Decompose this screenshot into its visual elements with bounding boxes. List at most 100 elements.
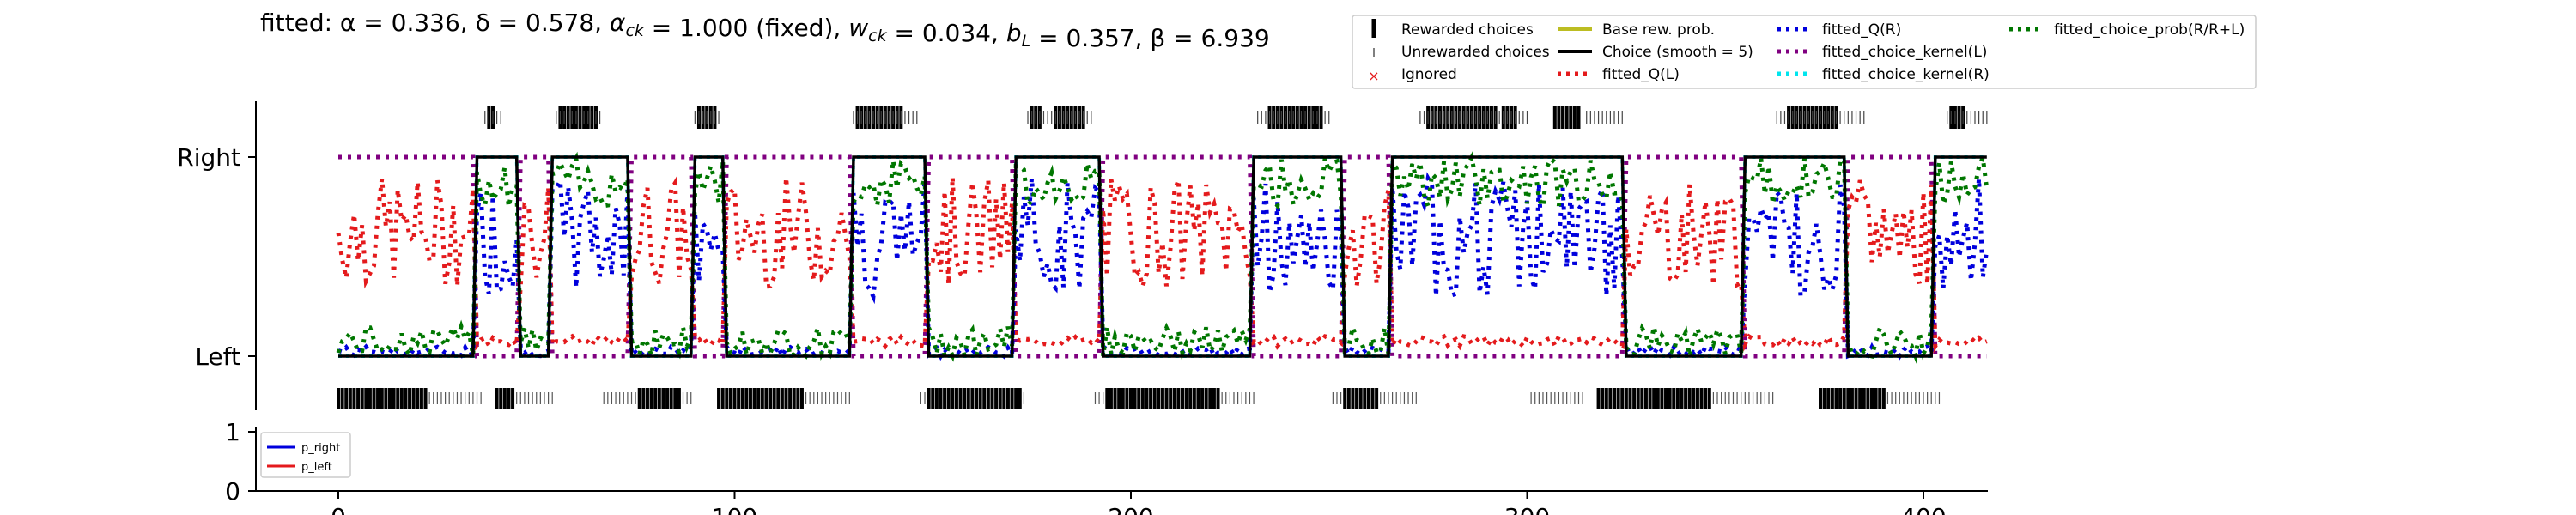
rewarded-tick-left — [1672, 388, 1676, 409]
rewarded-tick-left — [677, 388, 681, 409]
rewarded-tick-left — [1596, 388, 1601, 409]
rewarded-tick-right — [1577, 106, 1581, 129]
ytick-label-0: 0 — [225, 477, 240, 506]
rewarded-tick-left — [665, 388, 670, 409]
rewarded-tick-left — [1846, 388, 1850, 409]
rewarded-tick-left — [1129, 388, 1133, 409]
rewarded-tick-right — [1552, 106, 1557, 129]
legend-label: fitted_choice_prob(R/R+L) — [2054, 21, 2245, 39]
rewarded-tick-left — [1137, 388, 1141, 409]
rewarded-tick-left — [1862, 388, 1866, 409]
rewarded-tick-left — [1200, 388, 1205, 409]
rewarded-tick-left — [776, 388, 781, 409]
legend-entry: Base rew. prob. — [1558, 21, 1715, 39]
legend-label: Rewarded choices — [1401, 21, 1534, 39]
legend-entry: fitted_choice_kernel(L) — [1777, 44, 1987, 61]
q-left-trace — [336, 175, 1988, 354]
rewarded-tick-left — [994, 388, 999, 409]
rewarded-tick-left — [1125, 388, 1129, 409]
rewarded-tick-left — [1117, 388, 1121, 409]
rewarded-tick-left — [348, 388, 352, 409]
legend-label: p_right — [301, 442, 340, 455]
rewarded-tick-left — [1695, 388, 1699, 409]
rewarded-tick-left — [1608, 388, 1613, 409]
rewarded-tick-left — [1366, 388, 1370, 409]
rewarded-tick-left — [368, 388, 372, 409]
rewarded-tick-left — [372, 388, 376, 409]
legend-label: fitted_Q(L) — [1602, 66, 1680, 83]
rewarded-tick-left — [1140, 388, 1145, 409]
rewarded-tick-left — [356, 388, 361, 409]
rewarded-tick-left — [1636, 388, 1640, 409]
rewarded-tick-left — [788, 388, 793, 409]
rewarded-tick-left — [1157, 388, 1161, 409]
legend-entry: fitted_Q(R) — [1777, 21, 1901, 39]
rewarded-tick-left — [752, 388, 756, 409]
rewarded-tick-left — [1652, 388, 1656, 409]
rewarded-tick-left — [387, 388, 392, 409]
rewarded-tick-left — [982, 388, 987, 409]
rewarded-tick-right — [1569, 106, 1573, 129]
rewarded-tick-left — [717, 388, 721, 409]
rewarded-tick-left — [1640, 388, 1644, 409]
rewarded-tick-left — [799, 388, 804, 409]
rewarded-tick-left — [1854, 388, 1858, 409]
rewarded-tick-left — [1699, 388, 1704, 409]
rewarded-tick-left — [1002, 388, 1006, 409]
rewarded-tick-left — [1109, 388, 1113, 409]
rewarded-tick-left — [507, 388, 511, 409]
legend-label: fitted_Q(R) — [1822, 21, 1901, 39]
rewarded-tick-left — [1005, 388, 1010, 409]
rewarded-tick-left — [392, 388, 396, 409]
rewarded-tick-left — [1668, 388, 1672, 409]
rewarded-tick-left — [1842, 388, 1846, 409]
rewarded-tick-left — [1343, 388, 1347, 409]
chart-legend: Rewarded choices Unrewarded choices × Ignor… — [1352, 15, 2257, 89]
rewarded-tick-left — [1620, 388, 1625, 409]
rewarded-tick-left — [1358, 388, 1363, 409]
rewarded-tick-left — [511, 388, 515, 409]
rewarded-tick-left — [502, 388, 507, 409]
rewarded-tick-left — [1675, 388, 1680, 409]
rewarded-tick-left — [1838, 388, 1843, 409]
rewarded-tick-right — [1561, 106, 1565, 129]
title-text-part: fitted: α = 0.336, δ = 0.578, — [260, 9, 610, 37]
rewarded-tick-left — [720, 388, 725, 409]
rewarded-tick-left — [1878, 388, 1882, 409]
rewarded-tick-left — [1664, 388, 1668, 409]
rewarded-tick-left — [360, 388, 364, 409]
rewarded-tick-left — [1834, 388, 1838, 409]
rewarded-tick-left — [649, 388, 653, 409]
legend-entry: fitted_Q(L) — [1558, 66, 1680, 83]
rewarded-tick-left — [1870, 388, 1874, 409]
rewarded-tick-left — [1212, 388, 1216, 409]
legend-entry: × Ignored — [1368, 66, 1457, 84]
xtick-label: 100 — [712, 503, 757, 515]
rewarded-tick-left — [1113, 388, 1117, 409]
choice-history-panel: Right Left — [177, 101, 1990, 410]
rewarded-tick-left — [737, 388, 741, 409]
rewarded-tick-left — [1010, 388, 1014, 409]
rewarded-tick-left — [1656, 388, 1660, 409]
rewarded-tick-left — [1204, 388, 1208, 409]
rewarded-tick-left — [416, 388, 420, 409]
bottom-legend: p_right p_left — [260, 432, 351, 478]
rewarded-tick-left — [1866, 388, 1870, 409]
rewarded-tick-left — [1176, 388, 1181, 409]
rewarded-tick-left — [1684, 388, 1688, 409]
legend-label: Base rew. prob. — [1602, 21, 1715, 39]
rewarded-tick-left — [764, 388, 769, 409]
legend-entry: fitted_choice_prob(R/R+L) — [2009, 21, 2245, 39]
rewarded-tick-left — [975, 388, 979, 409]
rewarded-tick-left — [1819, 388, 1823, 409]
rewarded-tick-left — [419, 388, 423, 409]
rewarded-tick-left — [1188, 388, 1193, 409]
rewarded-tick-left — [1822, 388, 1826, 409]
rewarded-tick-left — [927, 388, 931, 409]
rewarded-tick-left — [411, 388, 416, 409]
rewarded-tick-left — [1184, 388, 1188, 409]
rewarded-tick-left — [1152, 388, 1157, 409]
choice-kernel-left-trace — [338, 154, 1987, 359]
legend-label: fitted_choice_kernel(R) — [1822, 66, 1990, 83]
choice-prob-trace — [336, 149, 1990, 364]
